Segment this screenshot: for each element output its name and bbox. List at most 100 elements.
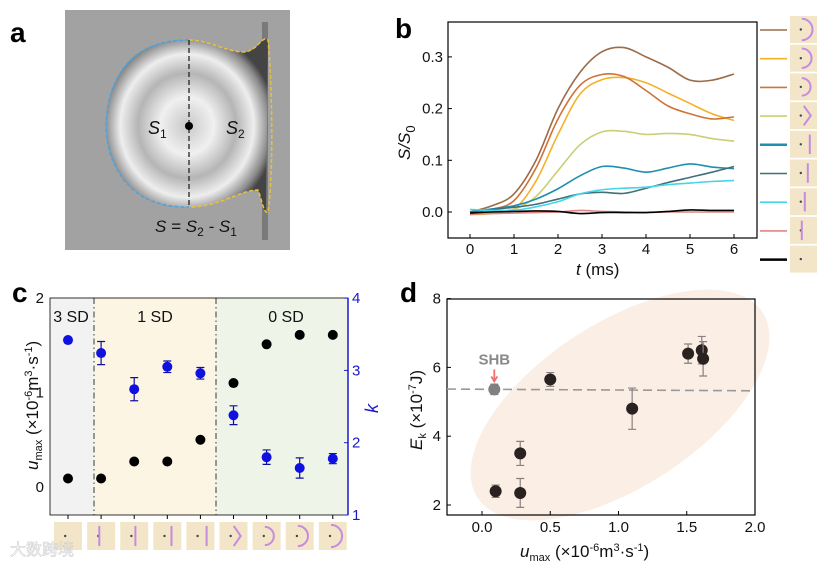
dot-icon [295, 534, 299, 538]
dot-icon [799, 200, 802, 203]
k-point [96, 348, 107, 359]
legend-icon-line-far [790, 130, 817, 158]
arc-icon [801, 17, 814, 42]
data-point [697, 352, 710, 365]
k-point [129, 384, 140, 395]
y-tick-label-d: 8 [433, 291, 441, 308]
arc-icon [297, 524, 309, 548]
y-axis-label-d: Ek (×10-7J) [407, 370, 429, 450]
x-tick-label-d: 0.5 [540, 519, 561, 536]
formula-label: S = S2 - S1 [155, 217, 237, 239]
dot-icon [799, 257, 802, 261]
category-icon-chevron [219, 522, 248, 550]
series-line-chevron [469, 129, 735, 213]
icon-tile [790, 130, 817, 158]
x-tick-label-d: 1.5 [676, 519, 697, 536]
data-point [544, 373, 557, 386]
category-icon-line [153, 522, 182, 550]
dot-icon [328, 534, 332, 538]
series-line-line-on [469, 209, 734, 215]
y-axis-label-c: umax (×10-6m3·s-1) [23, 341, 45, 470]
arc-icon [801, 77, 812, 97]
panel-label-c: c [12, 277, 28, 308]
umax-point [129, 456, 140, 467]
umax-point [294, 329, 305, 340]
data-point [514, 447, 527, 460]
legend-icon-arc [790, 44, 817, 72]
dot-icon [196, 534, 199, 538]
shb-arrow-icon [490, 369, 499, 384]
arc-icon [801, 47, 813, 69]
dot-icon [229, 534, 232, 538]
y-tick-label-d: 4 [433, 428, 441, 445]
panel-label-b: b [395, 13, 412, 44]
y-tick-label-c: 0 [36, 479, 44, 496]
panel-label-a: a [10, 17, 26, 48]
series-line-line [469, 165, 735, 213]
k-point [63, 335, 73, 346]
chevron-icon [802, 105, 813, 126]
legend-icon-dot-only [790, 245, 817, 273]
k-point [195, 368, 206, 379]
chevron-icon [232, 525, 242, 547]
dot-icon [799, 171, 802, 175]
dot-icon [799, 85, 802, 89]
icon-tile [153, 522, 182, 550]
icon-tile [790, 245, 817, 273]
panel-label-d: d [400, 277, 417, 308]
dot-icon [163, 534, 166, 538]
chart-d: 0.0 0.5 1.0 1.5 2.0 2 4 6 8 SHB umax (×10-6m3·s-… [407, 289, 770, 564]
series-line-arc [469, 76, 735, 216]
arc-icon [330, 523, 344, 549]
k-point [228, 410, 239, 421]
category-icon-arc [285, 522, 314, 550]
k-point [261, 452, 272, 463]
series-line-line-near [469, 179, 735, 212]
legend-icon-chevron [790, 102, 817, 130]
umax-point [228, 378, 239, 389]
icon-tile [790, 216, 817, 244]
data-point [626, 402, 639, 415]
s1-label: S1 [148, 118, 167, 141]
k-point [162, 361, 173, 372]
dot-icon [799, 57, 802, 60]
y-axis-label-b: S/S0 [395, 125, 418, 160]
dot-icon [63, 534, 67, 538]
x-tick-label-b: 6 [730, 241, 738, 258]
left-outline [105, 39, 190, 208]
droplet-photo: S1 S2 S = S2 - S1 [65, 10, 290, 250]
dot-icon [262, 534, 265, 538]
series-line-arc-large [469, 46, 735, 213]
umax-point [63, 473, 73, 484]
x-tick-label-d: 2.0 [745, 519, 766, 536]
x-tick-label-d: 0.0 [472, 519, 493, 536]
cluster-ellipse [470, 289, 770, 521]
y-tick-label-c: 1 [36, 385, 44, 402]
x-tick-label-b: 5 [686, 241, 694, 258]
shb-point [488, 383, 501, 396]
region-label: 1 SD [137, 309, 173, 326]
x-axis-label-d: umax (×10-6m3·s-1) [520, 542, 649, 564]
dot-icon [799, 28, 802, 31]
category-icon-line-near [120, 522, 149, 550]
y2-tick-label-c: 1 [352, 507, 360, 524]
umax-point [327, 329, 338, 340]
region-2 [216, 298, 348, 515]
y-tick-label-d: 6 [433, 359, 441, 376]
data-point [682, 347, 695, 360]
icon-tile [186, 522, 215, 550]
icon-tile [790, 159, 817, 187]
x-tick-label-b: 4 [642, 241, 650, 258]
k-point [327, 453, 338, 464]
reference-line [446, 388, 756, 392]
y2-axis-label-c: k [362, 403, 382, 413]
legend-icon-arc-large [790, 16, 817, 43]
icon-tile [54, 522, 82, 550]
region-label: 0 SD [268, 309, 304, 326]
category-icon-arc-small [252, 522, 281, 550]
x-tick-label-b: 3 [598, 241, 606, 258]
y2-tick-label-c: 3 [352, 362, 360, 379]
umax-point [162, 456, 173, 467]
umax-point [261, 339, 272, 350]
